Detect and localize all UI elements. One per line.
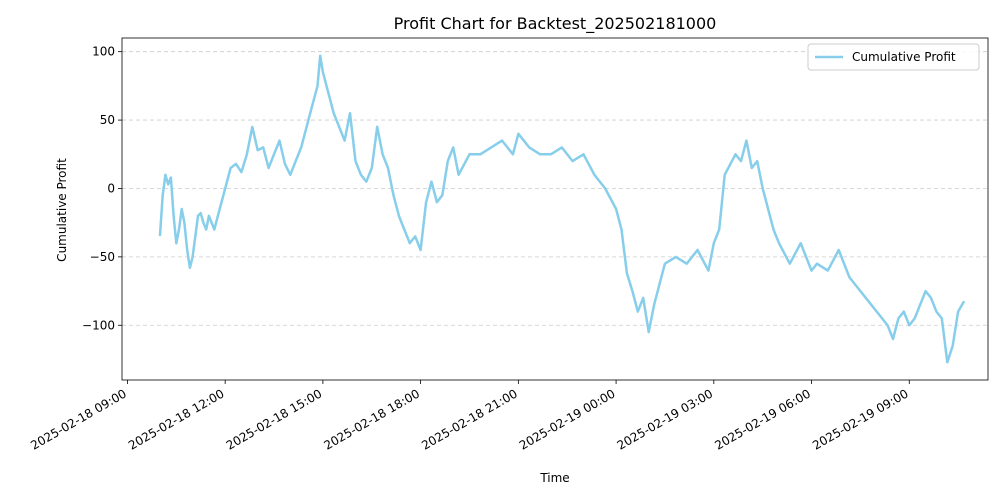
series-layer [158, 54, 965, 364]
y-axis-label: Cumulative Profit [55, 158, 69, 262]
legend: Cumulative Profit [807, 43, 980, 71]
y-axis-ticks: −100 −50 0 50 100 [82, 45, 122, 332]
y-tick-label: 100 [92, 45, 115, 59]
series-line-cumulative-profit [158, 54, 965, 364]
x-axis-label: Time [539, 471, 569, 485]
y-tick-label: −100 [82, 318, 115, 332]
y-tick-label: −50 [90, 250, 115, 264]
chart-title: Profit Chart for Backtest_202502181000 [394, 14, 717, 34]
y-tick-label: 0 [107, 181, 115, 195]
legend-label-cumulative-profit: Cumulative Profit [852, 50, 956, 64]
plot-frame [121, 37, 989, 381]
y-tick-label: 50 [100, 113, 115, 127]
legend-box [807, 43, 980, 71]
